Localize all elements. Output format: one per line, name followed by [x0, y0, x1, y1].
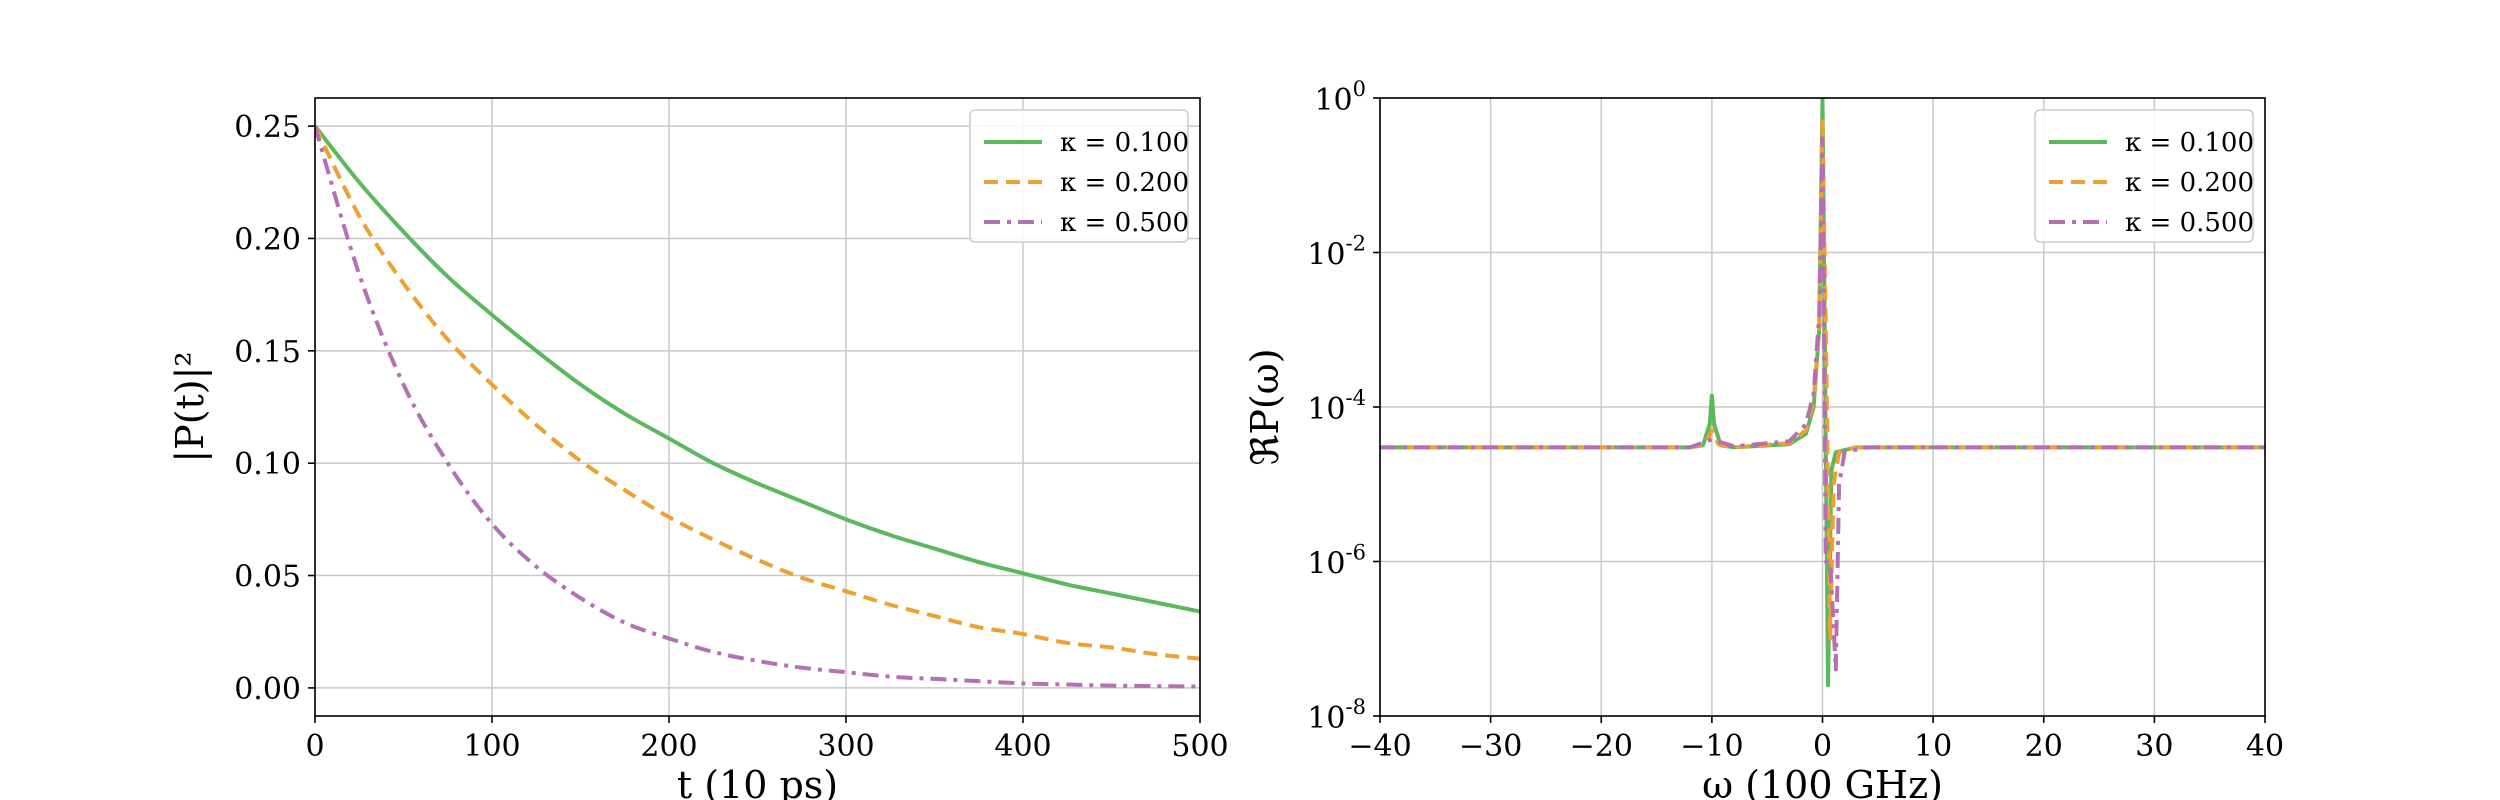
legend: κ = 0.100 κ = 0.200 κ = 0.500 — [969, 109, 1189, 243]
x-tick-label: −40 — [1348, 729, 1411, 764]
legend: κ = 0.100 κ = 0.200 κ = 0.500 — [2034, 109, 2254, 243]
y-tick-label: 100 — [1314, 77, 1366, 118]
x-tick-label: 10 — [1914, 729, 1952, 764]
legend-label: κ = 0.500 — [2125, 208, 2254, 238]
x-tick-label: 300 — [817, 729, 874, 764]
x-axis-title: t (10 ps) — [677, 763, 838, 800]
y-tick-label: 0.20 — [234, 222, 301, 257]
y-tick-label: 10-2 — [1307, 232, 1366, 273]
x-tick-label: 200 — [640, 729, 697, 764]
series-line-0 — [315, 124, 1200, 614]
chart-frequency-spectrum: −40 −30 −20 −10 0 10 20 30 40 10-8 10-6 10-4 10-2 100… — [1243, 77, 2284, 800]
y-axis-title: ℜP(ω) — [1243, 348, 1287, 465]
plot-frame — [314, 97, 1201, 717]
y-tick-label: 10-8 — [1307, 695, 1366, 736]
series-line-0 — [1380, 98, 2265, 688]
x-tick-label: 0 — [305, 729, 324, 764]
series-line-2 — [315, 125, 1200, 689]
chart-time-decay: 0 100 200 300 400 500 0.00 0.05 0.10 0.15 0.20 0.25… — [168, 97, 1229, 800]
y-tick-label: 0.00 — [234, 672, 301, 707]
x-tick-label: 0 — [1813, 729, 1832, 764]
x-axis-title: ω (100 GHz) — [1702, 763, 1943, 800]
y-tick-label: 0.25 — [234, 110, 301, 145]
legend-label: κ = 0.100 — [1060, 128, 1189, 158]
x-tick-label: 30 — [2135, 729, 2173, 764]
legend-label: κ = 0.200 — [1060, 168, 1189, 198]
series-line-1 — [1380, 119, 2265, 641]
y-tick-label: 10-6 — [1307, 541, 1366, 582]
x-tick-label: −30 — [1459, 729, 1522, 764]
y-axis-title: |P(t)|² — [168, 351, 212, 462]
y-tick-label: 0.10 — [234, 447, 301, 482]
x-tick-label: −20 — [1570, 729, 1633, 764]
x-tick-label: 500 — [1171, 729, 1228, 764]
y-tick-label: 0.15 — [234, 335, 301, 370]
x-tick-label: 100 — [463, 729, 520, 764]
y-tick-label: 0.05 — [234, 560, 301, 595]
legend-label: κ = 0.500 — [1060, 208, 1189, 238]
legend-label: κ = 0.200 — [2125, 168, 2254, 198]
x-tick-label: 400 — [994, 729, 1051, 764]
series-group — [315, 124, 1200, 689]
series-group — [1380, 98, 2265, 688]
y-tick-label: 10-4 — [1307, 386, 1366, 427]
x-tick-label: −10 — [1680, 729, 1743, 764]
x-tick-label: 20 — [2025, 729, 2063, 764]
x-tick-label: 40 — [2246, 729, 2284, 764]
series-line-1 — [315, 125, 1200, 661]
legend-label: κ = 0.100 — [2125, 128, 2254, 158]
series-line-2 — [1380, 136, 2265, 672]
